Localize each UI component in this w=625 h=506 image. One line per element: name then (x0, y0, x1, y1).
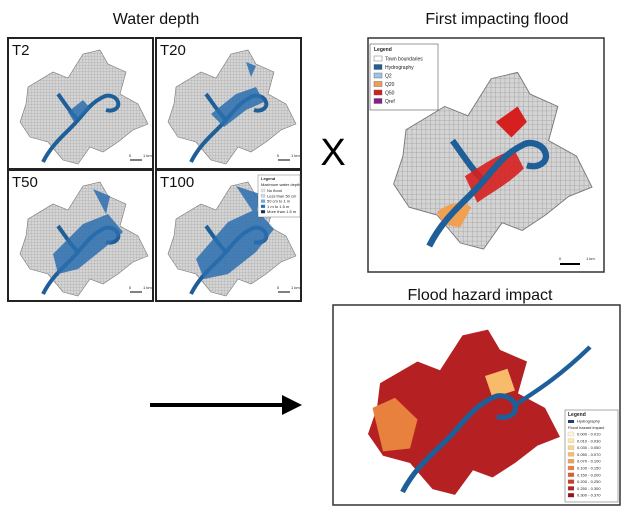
legend-label: 50 cm to 1 m (267, 199, 291, 204)
legend-title: Legend (568, 412, 586, 418)
legend-swatch (373, 72, 383, 79)
panel-label: T20 (160, 42, 186, 59)
depth-panel: T2 0 1 km (7, 37, 154, 170)
legend-subtitle: Flood hazard impact (568, 425, 605, 430)
scale-label: 1 km (586, 256, 595, 261)
legend-swatch (567, 431, 575, 437)
legend-label: 0.050 - 0.070 (577, 452, 601, 457)
legend-label: No flood (267, 188, 282, 193)
panel-title: Flood hazard impact (408, 287, 554, 304)
scale-label: 1 km (291, 153, 300, 158)
legend-label: More than 1.5 m (267, 209, 297, 214)
scale-label: 1 km (143, 153, 152, 158)
legend-swatch (567, 459, 575, 464)
legend-swatch (260, 210, 266, 214)
legend-swatch (567, 465, 575, 471)
scale-label: 0 (277, 285, 280, 290)
panel-label: T100 (160, 174, 194, 191)
scale-label: 0 (277, 153, 280, 158)
legend-label: 0.200 - 0.250 (577, 479, 601, 484)
legend-label: Q50 (385, 91, 395, 97)
panel-label: T50 (12, 174, 38, 191)
legend-swatch (567, 452, 575, 457)
legend-label: 0.030 - 0.050 (577, 445, 601, 450)
legend-swatch (373, 89, 383, 96)
legend-swatch (260, 199, 266, 203)
legend-swatch (373, 98, 383, 104)
legend-label: 0.070 - 0.100 (577, 459, 601, 464)
legend-label: Town boundaries (385, 57, 423, 63)
panel-title: Water depth (113, 11, 200, 28)
legend-label: Q20 (385, 82, 395, 88)
legend-swatch (373, 64, 383, 70)
legend-swatch (373, 55, 383, 62)
flood-extent (53, 189, 123, 274)
legend-swatch (260, 204, 266, 208)
legend-label: Q2 (385, 74, 392, 80)
legend-label: 1 m to 1.5 m (267, 204, 290, 209)
flood-extent (196, 186, 274, 279)
legend-swatch (260, 188, 266, 193)
legend-label: Hydrography (385, 65, 414, 71)
scale-label: 0 (559, 256, 562, 261)
legend-swatch (373, 81, 383, 87)
flood-extent (211, 62, 264, 127)
legend-swatch (567, 438, 575, 443)
legend-label: 0.000 - 0.010 (577, 432, 601, 437)
legend-label: 0.150 - 0.200 (577, 472, 601, 477)
legend-title: Legend (374, 47, 392, 53)
legend-label: Less than 50 cm (267, 193, 297, 198)
legend-swatch (567, 472, 575, 477)
depth-panel: T20 0 1 km (155, 37, 302, 170)
flood-hazard-map: Legend Hydrography Flood hazard impact 0… (332, 304, 621, 506)
legend-label: 0.300 - 0.370 (577, 493, 601, 498)
panel-title: First impacting flood (425, 11, 568, 28)
legend-swatch (567, 479, 575, 484)
legend-label: Hydrography (577, 419, 600, 424)
flood-extent (68, 100, 90, 122)
operator: X (320, 132, 345, 174)
legend-swatch (567, 486, 575, 491)
depth-panel: T50 0 1 km (7, 169, 154, 302)
legend-label: Qref (385, 99, 395, 105)
legend-swatch (567, 493, 575, 498)
legend-swatch (260, 194, 266, 198)
panel-label: T2 (12, 42, 30, 59)
legend-swatch (567, 445, 575, 450)
scale-label: 1 km (291, 285, 300, 290)
legend-label: 0.250 - 0.300 (577, 486, 601, 491)
scale-label: 1 km (143, 285, 152, 290)
scale-label: 0 (129, 285, 132, 290)
legend-title: Legend (261, 176, 276, 181)
legend-subtitle: Maximum water depth (261, 182, 300, 187)
first-flood-map: Legend Town boundaries Hydrography Q2 Q20 Q5… (367, 37, 605, 273)
scale-label: 0 (129, 153, 132, 158)
legend-label: 0.100 - 0.150 (577, 466, 601, 471)
legend-label: 0.010 - 0.030 (577, 438, 601, 443)
